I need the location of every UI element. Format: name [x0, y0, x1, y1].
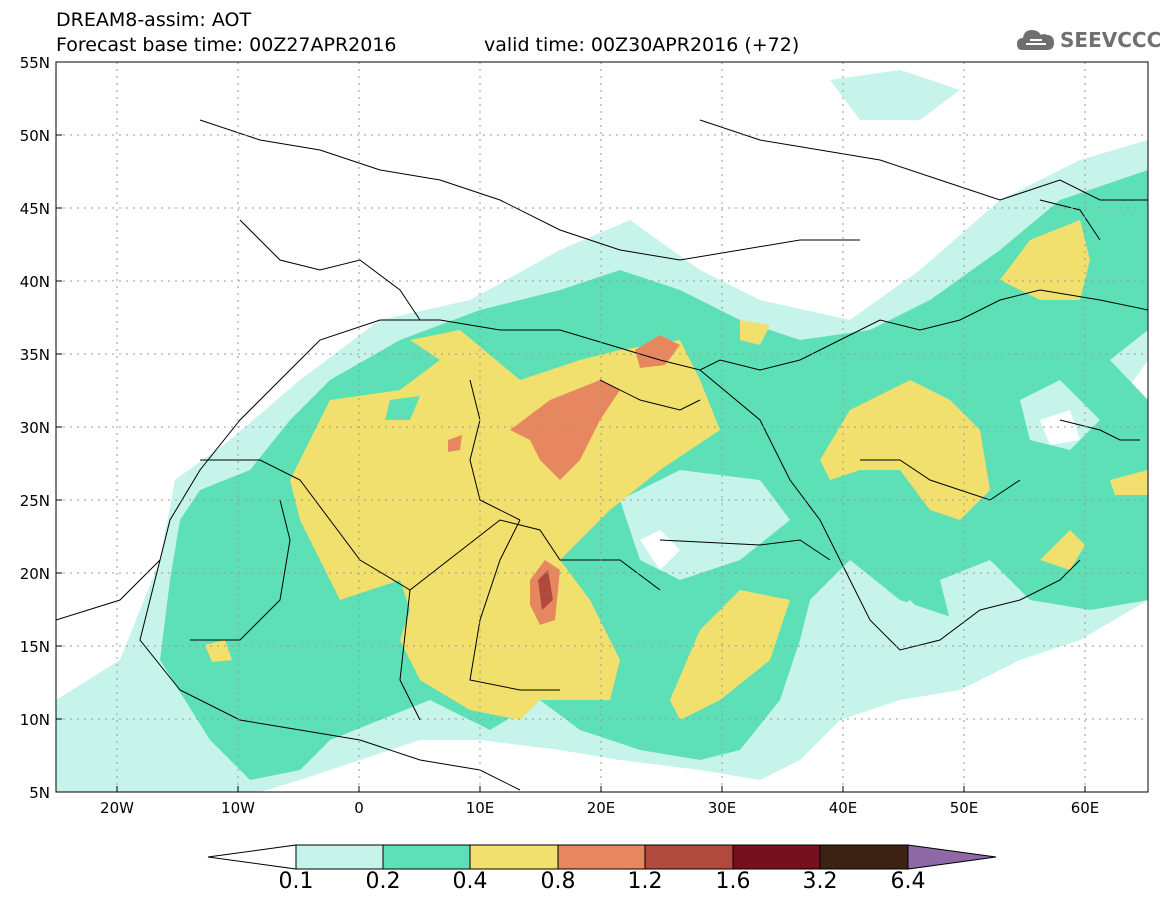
- valid-time: valid time: 00Z30APR2016 (+72): [484, 34, 800, 56]
- lon-label: 10E: [465, 799, 495, 817]
- colorbar-swatch-6: [732, 844, 821, 870]
- lat-label: 45N: [19, 200, 50, 218]
- aot-band-1.2: [538, 570, 553, 610]
- colorbar-label: 1.2: [627, 869, 663, 894]
- colorbar-swatch-5: [644, 844, 734, 870]
- lon-label: 40E: [828, 799, 858, 817]
- lat-label: 20N: [19, 565, 50, 583]
- lat-label: 40N: [19, 273, 50, 291]
- lat-label: 30N: [19, 419, 50, 437]
- colorbar-swatch-7: [819, 844, 909, 870]
- cloud-icon: [1017, 30, 1054, 50]
- colorbar-label: 0.8: [540, 869, 576, 894]
- lat-label: 5N: [29, 784, 50, 802]
- lon-label: 10W: [221, 799, 255, 817]
- lon-label: 0: [354, 799, 364, 817]
- colorbar-label: 0.2: [365, 869, 401, 894]
- grid-lines: [56, 62, 1148, 792]
- colorbar-label: 0.4: [452, 869, 488, 894]
- lon-label: 50E: [949, 799, 979, 817]
- colorbar-swatch-over: [907, 844, 997, 870]
- colorbar-swatch-4: [557, 844, 646, 870]
- lat-label: 50N: [19, 127, 50, 145]
- lon-label: 20E: [586, 799, 616, 817]
- lon-label: 20W: [100, 799, 134, 817]
- lat-label: 55N: [19, 54, 50, 72]
- colorbar-label: 6.4: [890, 869, 926, 894]
- seevccc-logo: SEEVCCC: [1016, 24, 1161, 58]
- logo-text: SEEVCCC: [1060, 28, 1162, 52]
- colorbar-swatch-under: [207, 844, 297, 870]
- lat-label: 35N: [19, 346, 50, 364]
- colorbar: [207, 844, 997, 870]
- coastlines: [56, 119, 1148, 791]
- chart-title: DREAM8-assim: AOT: [56, 9, 252, 31]
- colorbar-label: 3.2: [802, 869, 838, 894]
- lon-label: 60E: [1070, 799, 1100, 817]
- colorbar-swatch-1: [295, 844, 384, 870]
- aot-band-0.8: [510, 380, 620, 480]
- forecast-base-time: Forecast base time: 00Z27APR2016: [56, 34, 397, 56]
- tick-marks: [56, 134, 1086, 792]
- aot-band-0.4: [290, 330, 720, 720]
- lat-label: 15N: [19, 638, 50, 656]
- colorbar-label: 0.1: [278, 869, 314, 894]
- colorbar-label: 1.6: [715, 869, 751, 894]
- colorbar-swatch-3: [469, 844, 559, 870]
- lat-label: 10N: [19, 711, 50, 729]
- colorbar-swatch-2: [382, 844, 471, 870]
- lat-label: 25N: [19, 492, 50, 510]
- lon-label: 30E: [707, 799, 737, 817]
